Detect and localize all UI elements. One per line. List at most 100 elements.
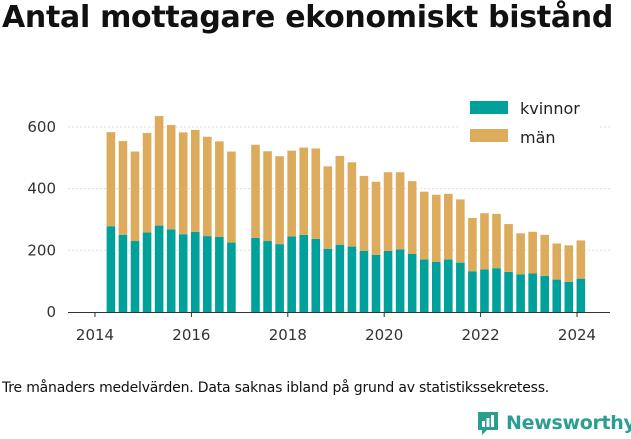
bar-kvinnor-31 — [492, 268, 501, 312]
legend-label-kvinnor[interactable]: kvinnor — [520, 99, 580, 118]
bar-kvinnor-12 — [263, 241, 272, 312]
bar-man-29 — [468, 217, 477, 272]
bar-kvinnor-9 — [215, 237, 224, 312]
bar-man-30 — [480, 213, 489, 270]
bar-man-8 — [203, 136, 212, 237]
bar-kvinnor-27 — [444, 259, 453, 312]
bar-kvinnor-5 — [166, 229, 176, 312]
y-tick-label-600: 600 — [27, 118, 56, 136]
x-tick-label-2016: 2016 — [172, 326, 210, 344]
bar-kvinnor-4 — [154, 225, 164, 312]
bar-kvinnor-13 — [275, 244, 284, 312]
x-tick-label-2022: 2022 — [462, 326, 500, 344]
bar-kvinnor-23 — [395, 249, 405, 312]
bar-man-35 — [540, 234, 550, 276]
x-tick-label-2020: 2020 — [365, 326, 403, 344]
y-axis-tick-labels: 0 200 400 600 — [27, 118, 56, 321]
brand-logo: Newsworthy — [476, 408, 631, 438]
bar-man-10 — [227, 151, 236, 243]
stacked-bar-chart: 0 200 400 600 2014 2016 2018 2020 2022 2024 kvin… — [27, 92, 610, 344]
bar-kvinnor-16 — [311, 238, 321, 312]
bar-man-31 — [492, 213, 501, 269]
bar-kvinnor-28 — [456, 262, 465, 312]
bar-kvinnor-25 — [419, 259, 429, 312]
bar-man-5 — [166, 125, 176, 230]
bar-man-20 — [359, 175, 369, 251]
bar-kvinnor-18 — [335, 244, 345, 312]
bar-kvinnor-1 — [118, 234, 128, 312]
bar-kvinnor-8 — [203, 236, 212, 312]
bar-kvinnor-36 — [552, 279, 562, 312]
newsworthy-logo-icon — [478, 412, 498, 435]
bar-man-15 — [299, 147, 309, 235]
bar-kvinnor-2 — [130, 241, 140, 312]
bar-man-38 — [576, 240, 586, 279]
legend: kvinnor män — [459, 92, 599, 152]
bar-kvinnor-22 — [383, 250, 393, 312]
y-tick-label-400: 400 — [27, 180, 56, 198]
bar-man-16 — [311, 148, 321, 239]
bar-kvinnor-33 — [516, 274, 525, 312]
bar-man-22 — [383, 172, 393, 251]
bar-man-24 — [407, 181, 417, 254]
x-tick-label-2018: 2018 — [269, 326, 307, 344]
bar-kvinnor-20 — [359, 250, 369, 312]
bar-man-27 — [444, 193, 453, 260]
bar-kvinnor-34 — [528, 273, 537, 312]
bar-man-3 — [142, 133, 152, 233]
bar-man-9 — [215, 141, 224, 238]
bar-man-37 — [564, 245, 574, 282]
bar-man-21 — [371, 181, 381, 255]
bar-man-34 — [528, 231, 537, 274]
y-tick-label-0: 0 — [46, 303, 56, 321]
bar-kvinnor-37 — [564, 281, 574, 312]
legend-swatch-kvinnor[interactable] — [470, 101, 508, 114]
bars — [106, 116, 586, 312]
x-tick-label-2014: 2014 — [76, 326, 114, 344]
x-tick-label-2024: 2024 — [558, 326, 596, 344]
bar-kvinnor-14 — [287, 236, 296, 312]
y-tick-label-200: 200 — [27, 241, 56, 259]
bar-man-6 — [178, 132, 188, 235]
footnote: Tre månaders medelvärden. Data saknas ib… — [2, 380, 550, 396]
bar-man-36 — [552, 243, 562, 280]
bar-kvinnor-3 — [142, 232, 152, 312]
bar-man-25 — [419, 191, 429, 260]
bar-man-18 — [335, 155, 345, 245]
bar-man-7 — [190, 129, 200, 232]
bar-man-19 — [347, 162, 357, 247]
bar-kvinnor-7 — [190, 231, 200, 312]
bar-kvinnor-32 — [504, 271, 513, 312]
bar-kvinnor-6 — [178, 234, 188, 312]
bar-man-0 — [106, 132, 116, 227]
bar-kvinnor-15 — [299, 234, 309, 312]
bar-kvinnor-29 — [468, 271, 477, 312]
page-title: Antal mottagare ekonomiskt bistånd — [2, 0, 614, 35]
legend-label-man[interactable]: män — [520, 128, 556, 147]
bar-kvinnor-30 — [480, 269, 489, 312]
bar-kvinnor-38 — [576, 278, 586, 312]
bar-man-11 — [251, 144, 260, 238]
bar-man-13 — [275, 156, 284, 245]
bar-kvinnor-26 — [431, 261, 441, 312]
bar-man-2 — [130, 151, 140, 242]
bar-man-4 — [154, 116, 164, 226]
bar-kvinnor-24 — [407, 253, 417, 312]
x-axis-ticks: 2014 2016 2018 2020 2022 2024 — [76, 312, 596, 344]
bar-kvinnor-19 — [347, 246, 357, 312]
bar-man-28 — [456, 199, 465, 263]
bar-man-12 — [263, 151, 272, 242]
bar-kvinnor-21 — [371, 254, 381, 312]
bar-man-32 — [504, 224, 513, 272]
bar-man-14 — [287, 150, 296, 237]
bar-man-26 — [431, 194, 441, 262]
bar-kvinnor-35 — [540, 275, 550, 312]
bar-man-1 — [118, 141, 128, 235]
legend-swatch-man[interactable] — [470, 129, 508, 142]
bar-man-33 — [516, 233, 525, 275]
bar-kvinnor-11 — [251, 237, 260, 312]
bar-man-23 — [395, 172, 405, 250]
bar-man-17 — [323, 166, 333, 249]
bar-kvinnor-10 — [227, 242, 236, 312]
brand-name: Newsworthy — [506, 412, 631, 434]
